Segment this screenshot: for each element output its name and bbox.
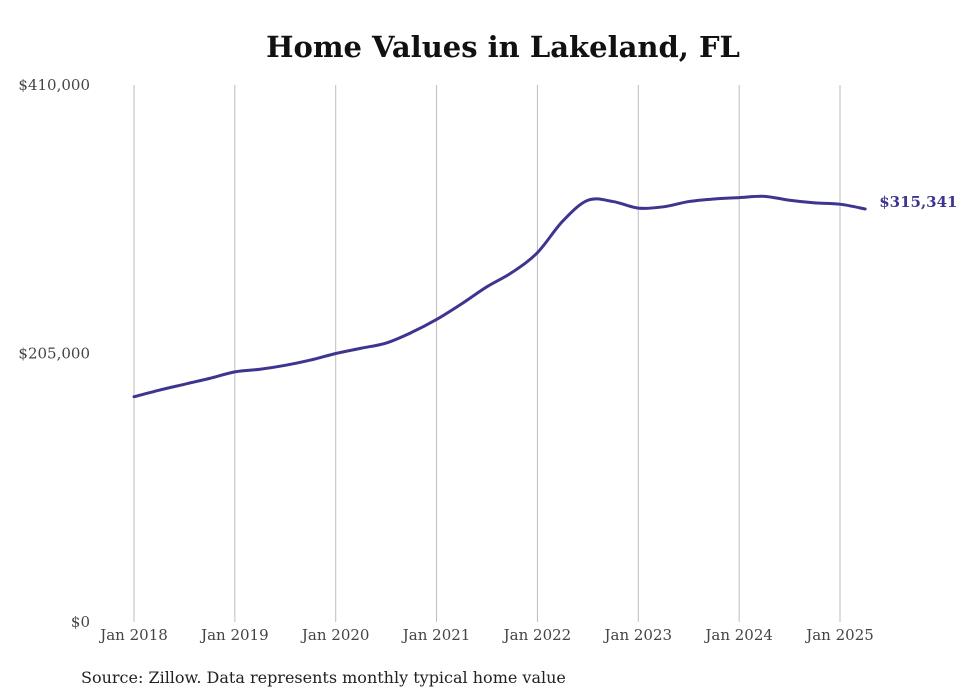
y-axis-ticks: $410,000 $205,000 $0 [18,76,90,631]
x-tick-label: Jan 2022 [502,626,572,644]
series-line [132,194,867,399]
x-tick-label: Jan 2023 [603,626,673,644]
chart-title: Home Values in Lakeland, FL [266,30,740,64]
x-tick-label: Jan 2021 [401,626,471,644]
x-tick-label: Jan 2018 [98,626,168,644]
source-note: Source: Zillow. Data represents monthly … [81,668,566,687]
end-label-group: $315,341 [879,193,957,211]
x-tick-label: Jan 2019 [199,626,269,644]
series-group [132,194,867,399]
y-tick-label: $205,000 [18,345,90,363]
end-value-label: $315,341 [879,193,957,211]
grid-lines [133,85,841,622]
x-tick-label: Jan 2024 [703,626,773,644]
x-tick-label: Jan 2020 [300,626,370,644]
y-tick-label: $0 [71,613,90,631]
x-axis-ticks: Jan 2018 Jan 2019 Jan 2020 Jan 2021 Jan 2022… [98,626,874,644]
x-tick-label: Jan 2025 [804,626,874,644]
y-tick-label: $410,000 [18,76,90,94]
